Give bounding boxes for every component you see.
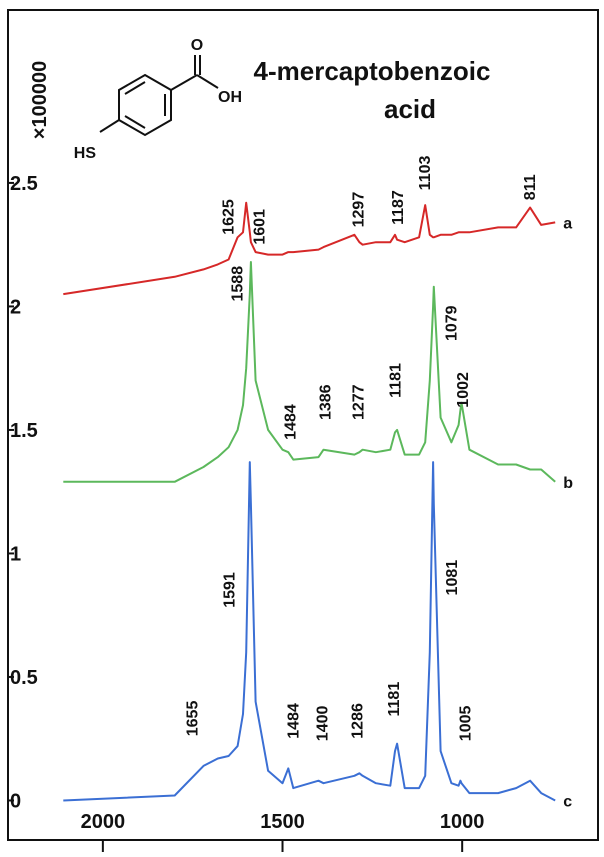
- spectrum-line: [63, 261, 556, 483]
- y-tick-label: 2: [10, 296, 21, 318]
- series-label: a: [563, 215, 572, 232]
- molecule: [99, 55, 219, 137]
- peak-label: 1081: [444, 560, 461, 596]
- x-tick-label: 1000: [440, 811, 485, 833]
- spectrum-line: [63, 461, 556, 802]
- peak-label: 1601: [251, 209, 268, 245]
- y-tick-label: 0: [10, 790, 21, 812]
- chart-title: acid: [384, 94, 436, 124]
- peak-label: 1181: [387, 363, 404, 398]
- chart-title: 4-mercaptobenzoic: [254, 56, 491, 86]
- atom-label: OH: [218, 89, 242, 106]
- spectrum-line: [63, 201, 556, 296]
- series-label: b: [563, 475, 573, 492]
- peak-label: 1297: [350, 192, 367, 228]
- x-tick-label: 2000: [81, 811, 126, 833]
- peak-label: 1277: [350, 384, 367, 420]
- peak-label: 1484: [286, 703, 303, 739]
- peak-label: 1400: [314, 705, 331, 741]
- peak-label: 1625: [221, 199, 238, 235]
- peak-label: 1588: [230, 266, 247, 302]
- peak-label: 1005: [457, 705, 474, 741]
- plot-frame: [7, 9, 599, 841]
- peak-label: 1187: [390, 190, 407, 225]
- y-scale-label: ×100000: [29, 61, 51, 139]
- y-tick-label: 2.5: [10, 173, 38, 195]
- peak-label: 1484: [282, 404, 299, 440]
- atom-label: O: [191, 37, 203, 54]
- y-tick-label: 1: [10, 543, 21, 565]
- peak-label: 1286: [350, 703, 367, 739]
- peak-label: 1591: [222, 572, 239, 608]
- atom-label: HS: [74, 145, 97, 162]
- peak-label: 1002: [455, 372, 472, 408]
- peak-label: 1079: [443, 305, 460, 341]
- y-tick-label: 0.5: [10, 667, 38, 689]
- peak-label: 1655: [185, 701, 202, 737]
- peak-label: 1386: [318, 384, 335, 420]
- x-tick-label: 1500: [260, 811, 305, 833]
- y-tick-label: 1.5: [10, 420, 38, 442]
- peak-label: 1181: [386, 682, 403, 717]
- peak-label: 1103: [417, 156, 434, 191]
- series-label: c: [563, 793, 572, 810]
- peak-label: 811: [522, 174, 539, 200]
